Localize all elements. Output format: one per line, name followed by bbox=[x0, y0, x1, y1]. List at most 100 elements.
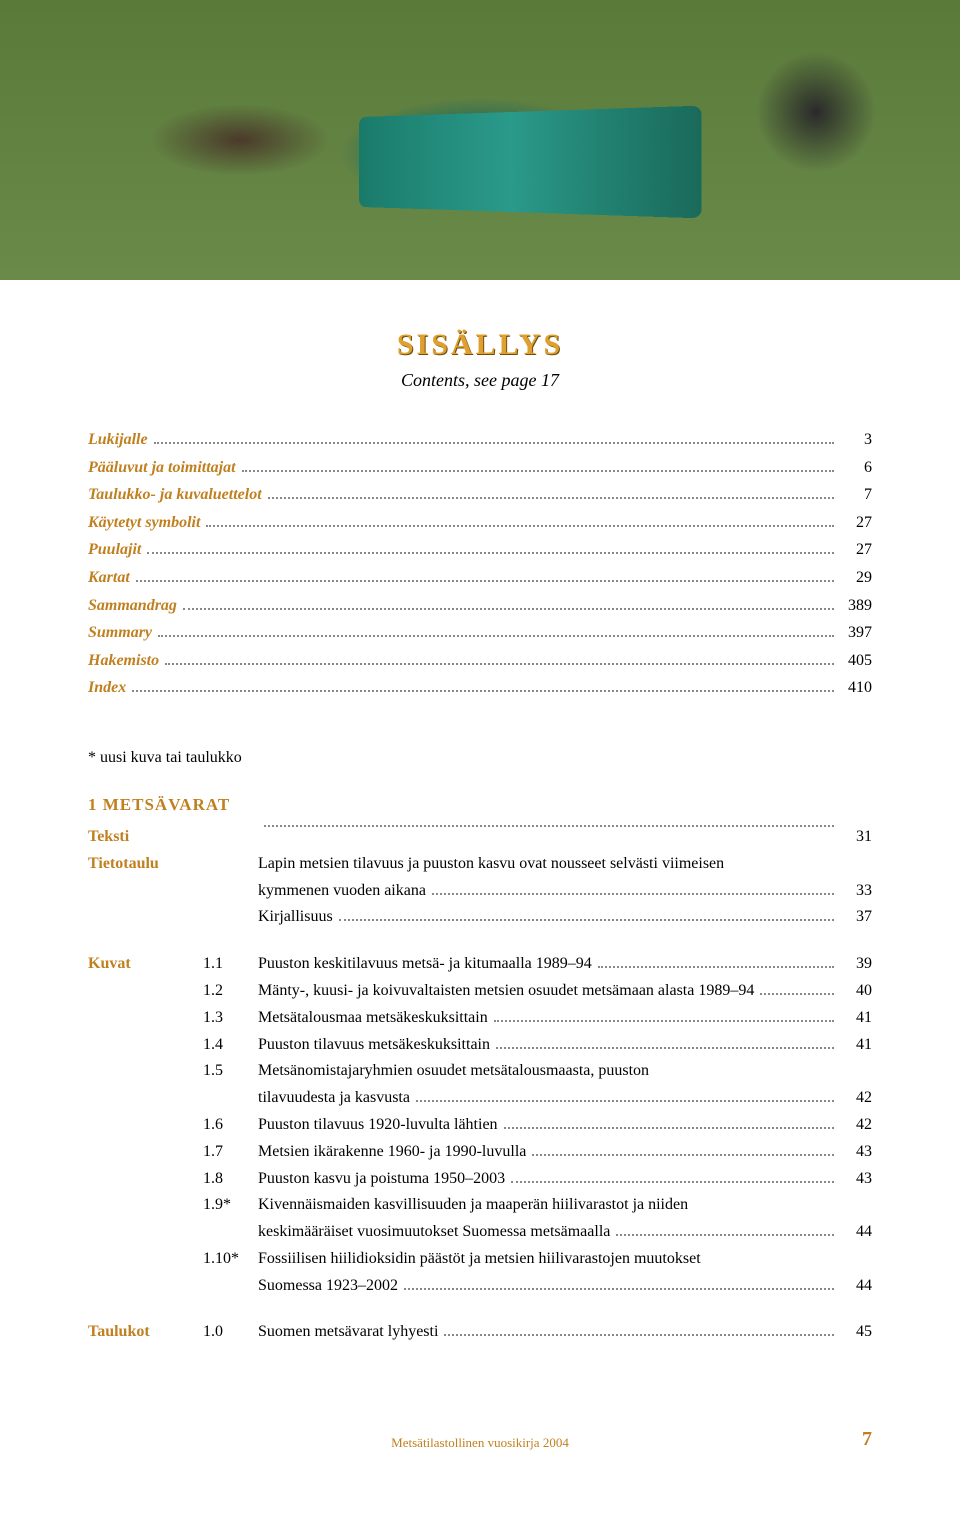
block-label: Taulukot bbox=[88, 1320, 203, 1345]
detail-text: Mänty-, kuusi- ja koivuvaltaisten metsie… bbox=[258, 979, 754, 1004]
tietotaulu-row: Kirjallisuus37 bbox=[88, 905, 872, 930]
detail-page: 39 bbox=[840, 952, 872, 977]
toc-page: 405 bbox=[840, 648, 872, 674]
toc-label: Lukijalle bbox=[88, 427, 148, 453]
toc-top-list: Lukijalle 3Pääluvut ja toimittajat6Tauluk… bbox=[88, 427, 872, 701]
detail-page: 44 bbox=[840, 1274, 872, 1299]
toc-row: Summary 397 bbox=[88, 620, 872, 646]
detail-row: 1.4Puuston tilavuus metsäkeskuksittain41 bbox=[88, 1033, 872, 1058]
toc-row: Pääluvut ja toimittajat6 bbox=[88, 455, 872, 481]
detail-text: Metsänomistajaryhmien osuudet metsätalou… bbox=[258, 1059, 649, 1084]
detail-page: 44 bbox=[840, 1220, 872, 1245]
toc-label: Puulajit bbox=[88, 537, 141, 563]
toc-label: Summary bbox=[88, 620, 152, 646]
toc-label: Index bbox=[88, 675, 126, 701]
leader-dots bbox=[760, 993, 834, 995]
detail-row: 1.7Metsien ikärakenne 1960- ja 1990-luvu… bbox=[88, 1140, 872, 1165]
toc-page: 3 bbox=[840, 427, 872, 453]
detail-row: Taulukot1.0Suomen metsävarat lyhyesti45 bbox=[88, 1320, 872, 1345]
detail-num: 1.2 bbox=[203, 979, 258, 1004]
leader-dots bbox=[206, 525, 834, 527]
leader-dots bbox=[496, 1047, 834, 1049]
detail-row: 1.10*Fossiilisen hiilidioksidin päästöt … bbox=[88, 1247, 872, 1272]
detail-page: 45 bbox=[840, 1320, 872, 1345]
detail-text: Metsätalousmaa metsäkeskuksittain bbox=[258, 1006, 488, 1031]
detail-page: 43 bbox=[840, 1167, 872, 1192]
detail-text: Kivennäismaiden kasvillisuuden ja maaper… bbox=[258, 1193, 688, 1218]
tietotaulu-block: TietotauluLapin metsien tilavuus ja puus… bbox=[88, 852, 872, 930]
tietotaulu-row: TietotauluLapin metsien tilavuus ja puus… bbox=[88, 852, 872, 877]
leader-dots bbox=[511, 1181, 834, 1183]
detail-text: kymmenen vuoden aikana bbox=[258, 879, 426, 904]
detail-num: 1.5 bbox=[203, 1059, 258, 1084]
detail-row: 1.6Puuston tilavuus 1920-luvulta lähtien… bbox=[88, 1113, 872, 1138]
leader-dots bbox=[136, 580, 834, 582]
teksti-page: 31 bbox=[840, 825, 872, 850]
detail-row: Suomessa 1923–200244 bbox=[88, 1274, 872, 1299]
footer-pagenum: 7 bbox=[862, 1428, 872, 1451]
leader-dots bbox=[165, 663, 834, 665]
detail-row: 1.3Metsätalousmaa metsäkeskuksittain 41 bbox=[88, 1006, 872, 1031]
detail-num: 1.9* bbox=[203, 1193, 258, 1218]
detail-num: 1.1 bbox=[203, 952, 258, 977]
toc-row: Käytetyt symbolit 27 bbox=[88, 510, 872, 536]
section-heading: 1 METSÄVARAT bbox=[88, 795, 872, 815]
detail-page: 43 bbox=[840, 1140, 872, 1165]
detail-row: Kuvat1.1Puuston keskitilavuus metsä- ja … bbox=[88, 952, 872, 977]
page-footer: Metsätilastollinen vuosikirja 2004 7 bbox=[0, 1407, 960, 1467]
detail-text: Fossiilisen hiilidioksidin päästöt ja me… bbox=[258, 1247, 701, 1272]
tietotaulu-row: kymmenen vuoden aikana33 bbox=[88, 879, 872, 904]
detail-row: 1.9*Kivennäismaiden kasvillisuuden ja ma… bbox=[88, 1193, 872, 1218]
detail-row: 1.8Puuston kasvu ja poistuma 1950–200343 bbox=[88, 1167, 872, 1192]
leader-dots bbox=[132, 690, 834, 692]
detail-row: 1.2Mänty-, kuusi- ja koivuvaltaisten met… bbox=[88, 979, 872, 1004]
toc-row: Sammandrag 389 bbox=[88, 593, 872, 619]
section-note: * uusi kuva tai taulukko bbox=[88, 749, 872, 767]
leader-dots bbox=[616, 1234, 834, 1236]
detail-page: 40 bbox=[840, 979, 872, 1004]
leader-dots bbox=[598, 966, 834, 968]
leader-dots bbox=[268, 497, 834, 499]
toc-label: Sammandrag bbox=[88, 593, 177, 619]
detail-text: Puuston tilavuus 1920-luvulta lähtien bbox=[258, 1113, 498, 1138]
leader-dots bbox=[416, 1100, 834, 1102]
toc-page: 410 bbox=[840, 675, 872, 701]
leader-dots bbox=[242, 470, 834, 472]
detail-num: 1.10* bbox=[203, 1247, 258, 1272]
toc-page: 389 bbox=[840, 593, 872, 619]
detail-row: keskimääräiset vuosimuutokset Suomessa m… bbox=[88, 1220, 872, 1245]
leader-dots bbox=[183, 608, 834, 610]
toc-row: Taulukko- ja kuvaluettelot7 bbox=[88, 482, 872, 508]
tietotaulu-label: Tietotaulu bbox=[88, 852, 203, 877]
toc-row: Puulajit 27 bbox=[88, 537, 872, 563]
leader-dots bbox=[264, 825, 834, 827]
toc-page: 27 bbox=[840, 510, 872, 536]
toc-label: Hakemisto bbox=[88, 648, 159, 674]
detail-num: 1.7 bbox=[203, 1140, 258, 1165]
detail-num: 1.3 bbox=[203, 1006, 258, 1031]
detail-text: Metsien ikärakenne 1960- ja 1990-luvulla bbox=[258, 1140, 526, 1165]
detail-page: 41 bbox=[840, 1033, 872, 1058]
teksti-row: Teksti 31 bbox=[88, 825, 872, 850]
leader-dots bbox=[432, 893, 834, 895]
detail-num: 1.6 bbox=[203, 1113, 258, 1138]
kuvat-block: Kuvat1.1Puuston keskitilavuus metsä- ja … bbox=[88, 952, 872, 1298]
leader-dots bbox=[444, 1334, 834, 1336]
toc-page: 27 bbox=[840, 537, 872, 563]
toc-row: Hakemisto 405 bbox=[88, 648, 872, 674]
toc-row: Lukijalle 3 bbox=[88, 427, 872, 453]
leader-dots bbox=[532, 1154, 834, 1156]
toc-row: Index 410 bbox=[88, 675, 872, 701]
toc-page: 29 bbox=[840, 565, 872, 591]
page-title: SISÄLLYS bbox=[88, 328, 872, 362]
detail-page: 41 bbox=[840, 1006, 872, 1031]
toc-page: 397 bbox=[840, 620, 872, 646]
footer-text: Metsätilastollinen vuosikirja 2004 bbox=[391, 1435, 569, 1450]
toc-label: Pääluvut ja toimittajat bbox=[88, 455, 236, 481]
leader-dots bbox=[339, 919, 834, 921]
detail-text: Puuston tilavuus metsäkeskuksittain bbox=[258, 1033, 490, 1058]
detail-text: tilavuudesta ja kasvusta bbox=[258, 1086, 410, 1111]
toc-label: Käytetyt symbolit bbox=[88, 510, 200, 536]
leader-dots bbox=[494, 1020, 834, 1022]
toc-row: Kartat29 bbox=[88, 565, 872, 591]
